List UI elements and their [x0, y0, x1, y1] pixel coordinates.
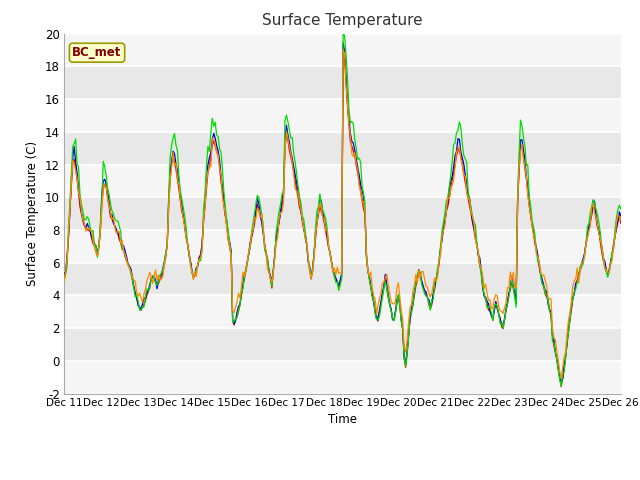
X-axis label: Time: Time [328, 413, 357, 426]
Bar [64, 295, 621, 328]
Bar [64, 230, 621, 263]
Y-axis label: Surface Temperature (C): Surface Temperature (C) [26, 141, 39, 286]
Title: Surface Temperature: Surface Temperature [262, 13, 422, 28]
Bar [64, 99, 621, 132]
Legend: NR01_Tsurf, NR01_PRT, Arable_Tsurf, AirT: NR01_Tsurf, NR01_PRT, Arable_Tsurf, AirT [152, 479, 533, 480]
Text: BC_met: BC_met [72, 46, 122, 59]
Bar [64, 165, 621, 197]
Bar [64, 34, 621, 66]
Bar [64, 361, 621, 394]
